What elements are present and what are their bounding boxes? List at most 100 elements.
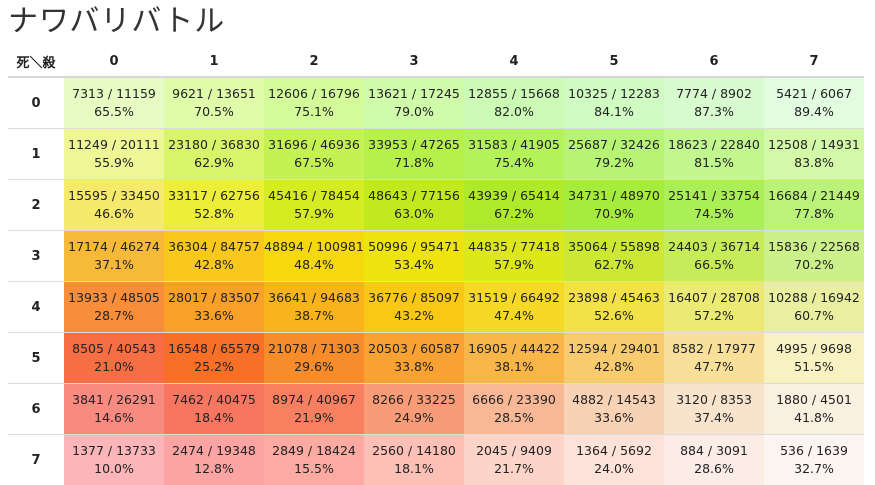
table-cell: 28017 / 83507 33.6%	[164, 281, 264, 333]
row-header: 7	[8, 434, 64, 485]
table-cell: 7313 / 11159 65.5%	[64, 76, 164, 129]
cell-percentage: 21.7%	[494, 461, 534, 476]
cell-percentage: 37.4%	[694, 410, 734, 425]
table-cell: 44835 / 77418 57.9%	[464, 230, 564, 282]
table-cell: 11249 / 20111 55.9%	[64, 128, 164, 180]
cell-ratio: 5421 / 6067	[776, 86, 852, 101]
table-cell: 12594 / 29401 42.8%	[564, 332, 664, 384]
cell-ratio: 48894 / 100981	[264, 239, 364, 254]
cell-ratio: 2560 / 14180	[372, 443, 456, 458]
cell-percentage: 33.6%	[194, 308, 234, 323]
table-cell: 16407 / 28708 57.2%	[664, 281, 764, 333]
cell-percentage: 38.7%	[294, 308, 334, 323]
cell-ratio: 35064 / 55898	[568, 239, 660, 254]
cell-percentage: 48.4%	[294, 257, 334, 272]
cell-percentage: 83.8%	[794, 155, 834, 170]
table-cell: 2474 / 19348 12.8%	[164, 434, 264, 485]
cell-ratio: 44835 / 77418	[468, 239, 560, 254]
table-cell: 10325 / 12283 84.1%	[564, 76, 664, 129]
cell-percentage: 70.2%	[794, 257, 834, 272]
table-cell: 1377 / 13733 10.0%	[64, 434, 164, 485]
cell-ratio: 536 / 1639	[780, 443, 848, 458]
table-cell: 23180 / 36830 62.9%	[164, 128, 264, 180]
table-cell: 50996 / 95471 53.4%	[364, 230, 464, 282]
cell-ratio: 2474 / 19348	[172, 443, 256, 458]
table-body: 0 7313 / 11159 65.5% 9621 / 13651 70.5% 12606…	[8, 76, 864, 485]
table-cell: 43939 / 65414 67.2%	[464, 179, 564, 231]
table-cell: 31696 / 46936 67.5%	[264, 128, 364, 180]
table-cell: 12508 / 14931 83.8%	[764, 128, 864, 180]
table-cell: 35064 / 55898 62.7%	[564, 230, 664, 282]
cell-percentage: 62.9%	[194, 155, 234, 170]
cell-percentage: 43.2%	[394, 308, 434, 323]
cell-percentage: 21.0%	[94, 359, 134, 374]
cell-percentage: 63.0%	[394, 206, 434, 221]
column-header: 6	[664, 46, 764, 78]
cell-percentage: 14.6%	[94, 410, 134, 425]
cell-ratio: 13621 / 17245	[368, 86, 460, 101]
cell-ratio: 36641 / 94683	[268, 290, 360, 305]
cell-percentage: 67.2%	[494, 206, 534, 221]
column-header: 0	[64, 46, 164, 78]
cell-ratio: 2849 / 18424	[272, 443, 356, 458]
cell-ratio: 28017 / 83507	[168, 290, 260, 305]
table-cell: 8582 / 17977 47.7%	[664, 332, 764, 384]
table-cell: 33953 / 47265 71.8%	[364, 128, 464, 180]
cell-percentage: 60.7%	[794, 308, 834, 323]
column-header: 5	[564, 46, 664, 78]
cell-ratio: 8505 / 40543	[72, 341, 156, 356]
table-cell: 5421 / 6067 89.4%	[764, 76, 864, 129]
table-cell: 884 / 3091 28.6%	[664, 434, 764, 485]
table-cell: 2045 / 9409 21.7%	[464, 434, 564, 485]
table-cell: 4995 / 9698 51.5%	[764, 332, 864, 384]
table-cell: 8974 / 40967 21.9%	[264, 383, 364, 435]
cell-ratio: 20503 / 60587	[368, 341, 460, 356]
cell-percentage: 28.5%	[494, 410, 534, 425]
cell-percentage: 33.6%	[594, 410, 634, 425]
table-cell: 3120 / 8353 37.4%	[664, 383, 764, 435]
table-cell: 25141 / 33754 74.5%	[664, 179, 764, 231]
cell-percentage: 84.1%	[594, 104, 634, 119]
cell-percentage: 21.9%	[294, 410, 334, 425]
cell-percentage: 32.7%	[794, 461, 834, 476]
table-cell: 31583 / 41905 75.4%	[464, 128, 564, 180]
cell-percentage: 66.5%	[694, 257, 734, 272]
cell-percentage: 47.4%	[494, 308, 534, 323]
cell-ratio: 1364 / 5692	[576, 443, 652, 458]
cell-ratio: 48643 / 77156	[368, 188, 460, 203]
table-cell: 18623 / 22840 81.5%	[664, 128, 764, 180]
cell-ratio: 12508 / 14931	[768, 137, 860, 152]
table-cell: 16905 / 44422 38.1%	[464, 332, 564, 384]
table-row: 2 15595 / 33450 46.6% 33117 / 62756 52.8% 454…	[8, 179, 864, 231]
cell-percentage: 47.7%	[694, 359, 734, 374]
cell-ratio: 1377 / 13733	[72, 443, 156, 458]
cell-percentage: 52.6%	[594, 308, 634, 323]
cell-percentage: 70.9%	[594, 206, 634, 221]
cell-ratio: 2045 / 9409	[476, 443, 552, 458]
cell-ratio: 7313 / 11159	[72, 86, 156, 101]
table-cell: 20503 / 60587 33.8%	[364, 332, 464, 384]
table-cell: 16548 / 65579 25.2%	[164, 332, 264, 384]
table-cell: 3841 / 26291 14.6%	[64, 383, 164, 435]
cell-percentage: 29.6%	[294, 359, 334, 374]
cell-ratio: 7774 / 8902	[676, 86, 752, 101]
row-header: 5	[8, 332, 64, 384]
table-cell: 2560 / 14180 18.1%	[364, 434, 464, 485]
cell-ratio: 23898 / 45463	[568, 290, 660, 305]
cell-percentage: 52.8%	[194, 206, 234, 221]
table-cell: 12606 / 16796 75.1%	[264, 76, 364, 129]
cell-ratio: 3120 / 8353	[676, 392, 752, 407]
cell-ratio: 9621 / 13651	[172, 86, 256, 101]
column-header: 3	[364, 46, 464, 78]
cell-percentage: 81.5%	[694, 155, 734, 170]
cell-ratio: 12606 / 16796	[268, 86, 360, 101]
cell-ratio: 4995 / 9698	[776, 341, 852, 356]
cell-ratio: 8266 / 33225	[372, 392, 456, 407]
cell-percentage: 79.0%	[394, 104, 434, 119]
table-cell: 34731 / 48970 70.9%	[564, 179, 664, 231]
table-cell: 1364 / 5692 24.0%	[564, 434, 664, 485]
cell-percentage: 18.1%	[394, 461, 434, 476]
table-row: 5 8505 / 40543 21.0% 16548 / 65579 25.2% 2107…	[8, 332, 864, 384]
table-cell: 7462 / 40475 18.4%	[164, 383, 264, 435]
cell-percentage: 41.8%	[794, 410, 834, 425]
